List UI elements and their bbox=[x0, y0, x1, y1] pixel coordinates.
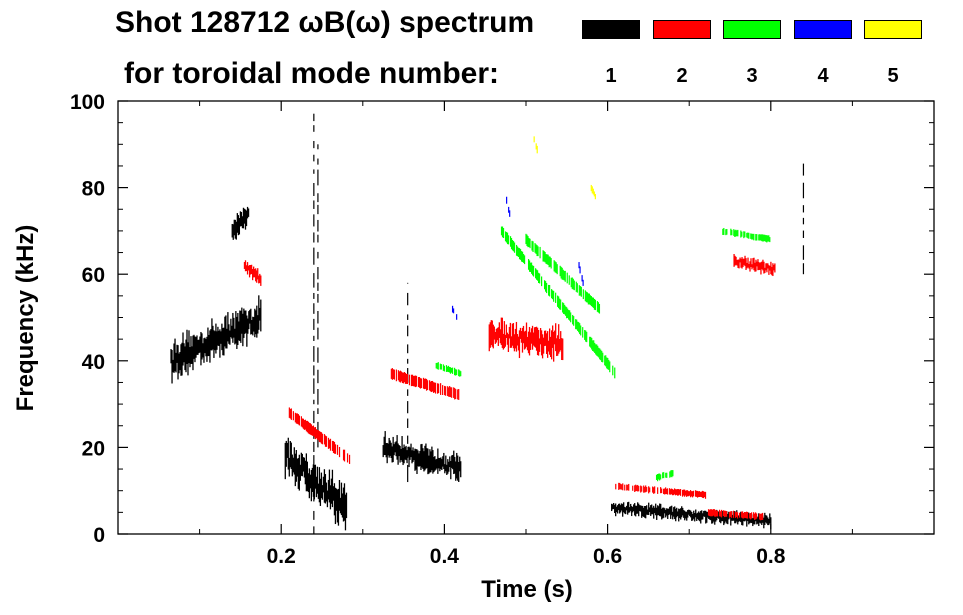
spectrum-feature-mode-2-11 bbox=[488, 317, 564, 362]
y-tick-label: 40 bbox=[82, 351, 105, 374]
spectrum-feature-mode-4-22 bbox=[578, 262, 584, 286]
spectrum-feature-mode-3-18 bbox=[435, 362, 462, 377]
legend-label-mode-4: 4 bbox=[817, 65, 829, 87]
x-tick-label: 0.2 bbox=[267, 545, 296, 568]
y-tick-label: 60 bbox=[82, 264, 105, 287]
chart-title-line2: for toroidal mode number: bbox=[124, 57, 499, 90]
legend-swatch-mode-4 bbox=[794, 20, 852, 39]
spectrum-feature-mode-3-20 bbox=[655, 470, 674, 482]
spectrum-feature-mode-2-13 bbox=[733, 253, 776, 277]
spectrum-feature-mode-2-12 bbox=[243, 260, 262, 286]
axis-ticks: 0.2 0.4 0.6 0.8 0 20 40 60 80 100 bbox=[70, 91, 934, 568]
y-tick-label: 80 bbox=[82, 178, 105, 201]
spectrum-feature-mode-2-14 bbox=[615, 482, 707, 499]
spectrum-feature-mode-2-9 bbox=[288, 407, 351, 464]
legend-label-mode-3: 3 bbox=[746, 65, 758, 87]
legend-swatch-mode-1 bbox=[582, 20, 640, 39]
spectrum-feature-mode-5-24 bbox=[590, 184, 596, 200]
y-tick-label: 0 bbox=[93, 524, 105, 547]
spectrum-feature-mode-1-4 bbox=[611, 501, 772, 530]
spectrum-feature-mode-5-25 bbox=[533, 136, 538, 154]
legend-swatch-mode-2 bbox=[653, 20, 711, 39]
spectrum-feature-mode-1-2 bbox=[284, 437, 348, 531]
legend-label-mode-1: 1 bbox=[605, 65, 617, 87]
spectrum-feature-mode-4-23 bbox=[451, 305, 458, 320]
y-axis-label: Frequency (kHz) bbox=[12, 225, 39, 412]
y-tick-label: 20 bbox=[82, 437, 105, 460]
y-tick-label: 100 bbox=[70, 91, 105, 114]
x-tick-label: 0.8 bbox=[756, 545, 786, 568]
legend-label-mode-2: 2 bbox=[676, 65, 688, 87]
spectrum-feature-mode-1-1 bbox=[231, 206, 250, 240]
x-axis-label: Time (s) bbox=[481, 576, 573, 603]
spectrum-feature-mode-1-0 bbox=[170, 295, 262, 384]
x-tick-label: 0.4 bbox=[430, 545, 460, 568]
spectrum-feature-mode-2-10 bbox=[390, 368, 460, 400]
spectrum-feature-mode-3-19 bbox=[722, 227, 771, 243]
spectrum-feature-mode-3-16 bbox=[500, 226, 616, 379]
spectrum-feature-mode-1-3 bbox=[382, 431, 462, 483]
spectrum-feature-mode-4-21 bbox=[506, 196, 511, 217]
x-tick-label: 0.6 bbox=[593, 545, 622, 568]
spectrum-feature-mode-3-17 bbox=[525, 233, 601, 314]
spectrum-feature-mode-2-15 bbox=[707, 509, 764, 521]
legend-swatch-mode-5 bbox=[864, 20, 922, 39]
chart-title-line1: Shot 128712 ωB(ω) spectrum bbox=[115, 6, 535, 39]
legend-swatch-mode-3 bbox=[723, 20, 781, 39]
legend-label-mode-5: 5 bbox=[887, 65, 899, 87]
spectrum-marks bbox=[170, 113, 805, 534]
